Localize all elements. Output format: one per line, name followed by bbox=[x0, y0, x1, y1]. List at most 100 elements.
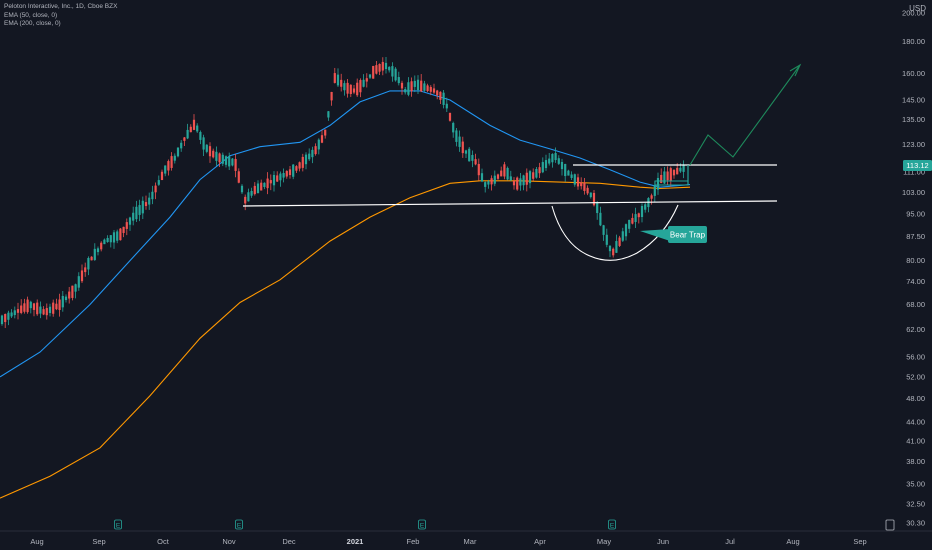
x-tick-label: Jun bbox=[657, 537, 669, 546]
candle-body bbox=[442, 92, 445, 105]
candle-body bbox=[554, 152, 557, 161]
candle-body bbox=[327, 111, 330, 118]
candle-body bbox=[544, 160, 548, 169]
candle-body bbox=[39, 306, 42, 314]
y-tick-label: 103.00 bbox=[902, 188, 925, 197]
candle-body bbox=[218, 153, 221, 163]
candle-body bbox=[109, 235, 112, 243]
candle-body bbox=[653, 184, 656, 196]
candle-body bbox=[573, 174, 576, 185]
earnings-marker[interactable]: E bbox=[235, 519, 243, 530]
candle-body bbox=[250, 191, 253, 196]
candle-body bbox=[157, 180, 160, 185]
candle-body bbox=[368, 74, 372, 78]
candle-body bbox=[580, 182, 583, 187]
candle-body bbox=[4, 313, 7, 323]
candle-body bbox=[557, 158, 560, 164]
settings-icon[interactable] bbox=[885, 519, 895, 531]
candle-body bbox=[269, 180, 272, 184]
ema50-line bbox=[0, 90, 691, 378]
candle-body bbox=[148, 197, 151, 205]
candle-body bbox=[349, 84, 352, 94]
candle-body bbox=[391, 66, 394, 77]
candle-body bbox=[61, 295, 64, 308]
earnings-marker[interactable]: E bbox=[114, 519, 122, 530]
x-tick-label: Feb bbox=[407, 537, 420, 546]
candle-body bbox=[199, 132, 202, 140]
candle-body bbox=[32, 303, 36, 310]
candle-body bbox=[0, 315, 4, 325]
support-line[interactable] bbox=[242, 200, 778, 207]
candle-body bbox=[48, 306, 52, 314]
candle-body bbox=[55, 303, 58, 310]
candle-body bbox=[317, 139, 320, 150]
candle-body bbox=[196, 125, 199, 132]
legend-ema200: EMA (200, close, 0) bbox=[4, 20, 61, 27]
candle-body bbox=[282, 173, 285, 178]
candle-body bbox=[500, 170, 503, 177]
candle-body bbox=[464, 150, 468, 154]
candle-body bbox=[45, 308, 48, 316]
candle-body bbox=[522, 175, 525, 186]
projection-path[interactable] bbox=[689, 64, 801, 166]
x-tick-label: Oct bbox=[157, 537, 170, 546]
candle-body bbox=[490, 178, 493, 185]
candle-body bbox=[682, 165, 685, 172]
svg-text:E: E bbox=[420, 523, 425, 530]
candle-body bbox=[436, 90, 439, 96]
candle-body bbox=[362, 79, 365, 87]
candle-body bbox=[176, 147, 180, 157]
candle-body bbox=[71, 285, 74, 298]
candle-body bbox=[426, 85, 429, 92]
y-tick-label: 32.50 bbox=[906, 499, 925, 508]
candle-body bbox=[333, 73, 336, 83]
candle-body bbox=[74, 284, 77, 292]
candle-body bbox=[224, 156, 228, 165]
candle-body bbox=[378, 63, 381, 72]
candle-body bbox=[352, 88, 356, 93]
y-tick-label: 38.00 bbox=[906, 457, 925, 466]
candle-body bbox=[516, 177, 519, 190]
candle-body bbox=[244, 196, 247, 204]
chart-legend: Peloton Interactive, Inc., 1D, Cboe BZX … bbox=[4, 3, 117, 29]
y-tick-label: 74.00 bbox=[906, 277, 925, 286]
candle-body bbox=[525, 172, 528, 185]
bear-trap-callout[interactable]: Bear Trap bbox=[640, 226, 707, 243]
candle-body bbox=[452, 122, 455, 133]
candle-body bbox=[669, 168, 672, 181]
candle-body bbox=[375, 65, 378, 74]
candle-body bbox=[288, 169, 292, 176]
y-tick-label: 35.00 bbox=[906, 479, 925, 488]
svg-text:E: E bbox=[237, 523, 242, 530]
x-tick-label: Aug bbox=[30, 537, 43, 546]
candle-body bbox=[548, 158, 551, 164]
currency-label: USD bbox=[909, 4, 926, 13]
y-tick-label: 41.00 bbox=[906, 437, 925, 446]
candle-body bbox=[468, 148, 471, 162]
candle-body bbox=[631, 217, 634, 224]
x-tick-label: 2021 bbox=[347, 537, 364, 546]
candle-body bbox=[592, 192, 596, 206]
candle-body bbox=[311, 149, 314, 158]
candle-body bbox=[512, 180, 516, 186]
candle-body bbox=[628, 219, 631, 229]
candle-body bbox=[285, 170, 288, 177]
candle-body bbox=[272, 174, 276, 186]
candle-body bbox=[538, 167, 541, 174]
y-tick-label: 135.00 bbox=[902, 115, 925, 124]
earnings-marker[interactable]: E bbox=[418, 519, 426, 530]
candle-body bbox=[448, 112, 452, 121]
candle-body bbox=[138, 205, 141, 215]
candle-body bbox=[416, 79, 420, 91]
candle-body bbox=[672, 170, 676, 176]
x-tick-label: Jul bbox=[725, 537, 735, 546]
earnings-marker[interactable]: E bbox=[608, 519, 616, 530]
candle-body bbox=[484, 182, 487, 187]
x-tick-label: May bbox=[597, 537, 611, 546]
candle-body bbox=[365, 78, 368, 82]
svg-text:E: E bbox=[116, 523, 121, 530]
candle-body bbox=[458, 136, 461, 147]
candle-body bbox=[189, 126, 192, 133]
candle-body bbox=[304, 154, 308, 165]
